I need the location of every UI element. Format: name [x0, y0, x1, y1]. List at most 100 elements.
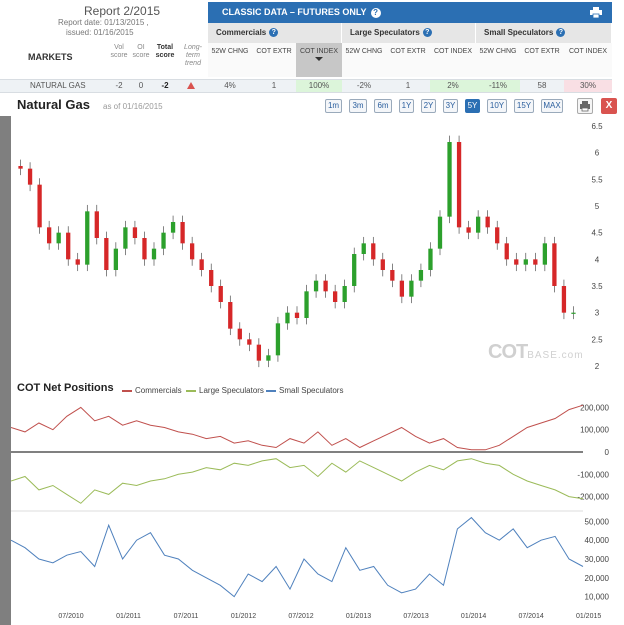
price-candle: [504, 243, 509, 260]
help-icon[interactable]: ?: [269, 28, 279, 38]
ls-extr-value: 1: [405, 81, 411, 90]
legend-label: Small Speculators: [279, 386, 344, 395]
legend-small-speculators[interactable]: Small Speculators: [266, 386, 343, 395]
sub-header-ss-chng[interactable]: 52W CHNG: [476, 43, 520, 77]
sub-header-ss-index[interactable]: COT INDEX: [564, 43, 612, 77]
range-button-5y[interactable]: 5Y: [465, 99, 480, 113]
price-candle: [27, 168, 33, 185]
x-tick-label: 01/2013: [346, 613, 371, 620]
group-large-speculators: Large Speculators?: [342, 23, 476, 43]
price-candle: [199, 259, 204, 270]
chart-left-scrollbar[interactable]: [0, 116, 11, 625]
x-tick-label: 01/2012: [231, 613, 256, 620]
printer-icon: [580, 101, 590, 112]
report-title: Report 2/2015: [84, 4, 161, 18]
x-tick-label: 07/2013: [403, 613, 428, 620]
sub-header-ls-index[interactable]: COT INDEX: [430, 43, 476, 77]
cot-y-tick-label: 200,000: [580, 403, 609, 412]
price-candle: [228, 302, 233, 329]
price-candle: [75, 259, 80, 265]
price-candle: [561, 286, 567, 313]
help-icon[interactable]: ?: [422, 28, 432, 38]
price-y-tick-label: 6: [595, 149, 600, 158]
sub-header-com-chng[interactable]: 52W CHNG: [208, 43, 252, 77]
sub-header-ss-extr[interactable]: COT EXTR: [520, 43, 564, 77]
price-y-tick-label: 3: [595, 309, 600, 318]
price-candle: [485, 216, 490, 228]
table-row[interactable]: NATURAL GAS -2 0 -2 4% 1 100% -2% 1 2% -…: [0, 79, 612, 93]
range-button-3y[interactable]: 3Y: [443, 99, 458, 113]
range-button-1y[interactable]: 1Y: [399, 99, 414, 113]
help-icon[interactable]: ?: [370, 7, 381, 18]
trend-up-arrow-icon: [187, 82, 195, 89]
price-candle: [495, 227, 500, 244]
group-large-speculators-label: Large Speculators: [350, 28, 420, 37]
price-candle: [418, 270, 424, 281]
legend-label: Commercials: [135, 386, 182, 395]
ss-index-value: 30%: [564, 80, 612, 92]
x-tick-label: 07/2012: [288, 613, 313, 620]
price-candle: [104, 238, 109, 270]
help-icon[interactable]: ?: [556, 28, 566, 38]
range-button-6m[interactable]: 6m: [374, 99, 392, 113]
chart-print-button[interactable]: [577, 98, 593, 114]
price-y-tick-label: 2.5: [591, 335, 603, 344]
oi-score: 0: [138, 81, 144, 90]
range-button-15y[interactable]: 15Y: [514, 99, 534, 113]
range-button-3m[interactable]: 3m: [349, 99, 367, 113]
small-spec-y-tick-label: 20,000: [585, 574, 610, 583]
cot-y-tick-label: -100,000: [577, 470, 609, 479]
price-candle: [132, 227, 138, 238]
range-button-10y[interactable]: 10Y: [487, 99, 507, 113]
price-candle: [37, 184, 42, 228]
sub-header-com-index[interactable]: COT INDEX: [296, 43, 342, 77]
price-candle: [437, 216, 443, 249]
range-button-1m[interactable]: 1m: [325, 99, 342, 113]
price-candle: [18, 166, 23, 169]
price-candle: [390, 270, 395, 281]
range-button-2y[interactable]: 2Y: [421, 99, 436, 113]
range-button-max[interactable]: MAX: [541, 99, 563, 113]
sub-header-ls-extr[interactable]: COT EXTR: [386, 43, 430, 77]
price-y-tick-label: 5.5: [591, 175, 603, 184]
price-candle: [151, 248, 157, 260]
price-candle: [428, 248, 433, 270]
sub-header-com-extr[interactable]: COT EXTR: [252, 43, 296, 77]
x-tick-label: 07/2011: [174, 613, 199, 620]
price-candle: [380, 259, 385, 270]
oi-score-header: OI score: [132, 44, 150, 59]
price-candle: [466, 227, 471, 233]
price-candle: [323, 280, 328, 292]
price-candle: [342, 286, 347, 302]
ss-chng-value: -11%: [476, 80, 520, 92]
legend-commercials[interactable]: Commercials: [122, 386, 182, 395]
price-candle: [218, 286, 223, 302]
price-candle: [552, 243, 557, 286]
price-candle: [371, 243, 376, 260]
small-spec-y-tick-label: 10,000: [585, 593, 610, 602]
cot-y-tick-label: 100,000: [580, 426, 609, 435]
commercials-series-line: [11, 404, 584, 451]
group-small-speculators-label: Small Speculators: [484, 28, 554, 37]
market-name[interactable]: NATURAL GAS: [30, 81, 86, 90]
price-candle: [256, 344, 262, 361]
sub-header-com-index-label: COT INDEX: [300, 48, 338, 55]
chart-as-of: as of 01/16/2015: [103, 102, 163, 111]
price-y-tick-label: 2: [595, 362, 600, 371]
legend-large-speculators[interactable]: Large Speculators: [186, 386, 264, 395]
total-score: -2: [161, 81, 169, 90]
group-commercials-label: Commercials: [216, 28, 267, 37]
legend-swatch: [186, 389, 196, 392]
sub-header-ls-chng[interactable]: 52W CHNG: [342, 43, 386, 77]
price-candle: [285, 312, 290, 324]
price-candle: [142, 238, 147, 260]
group-commercials: Commercials?: [208, 23, 342, 43]
price-chart: 6.5 6 5.5 5 4.5 4 3.5 3 2.5 2: [18, 122, 603, 371]
price-candle: [94, 211, 99, 238]
trend-header: Long-term trend: [184, 44, 202, 67]
report-issued: issued: 01/16/2015: [66, 28, 134, 37]
chart-close-button[interactable]: X: [601, 98, 617, 114]
price-candle: [332, 291, 338, 302]
price-candle: [56, 232, 61, 244]
print-icon[interactable]: [590, 7, 602, 18]
